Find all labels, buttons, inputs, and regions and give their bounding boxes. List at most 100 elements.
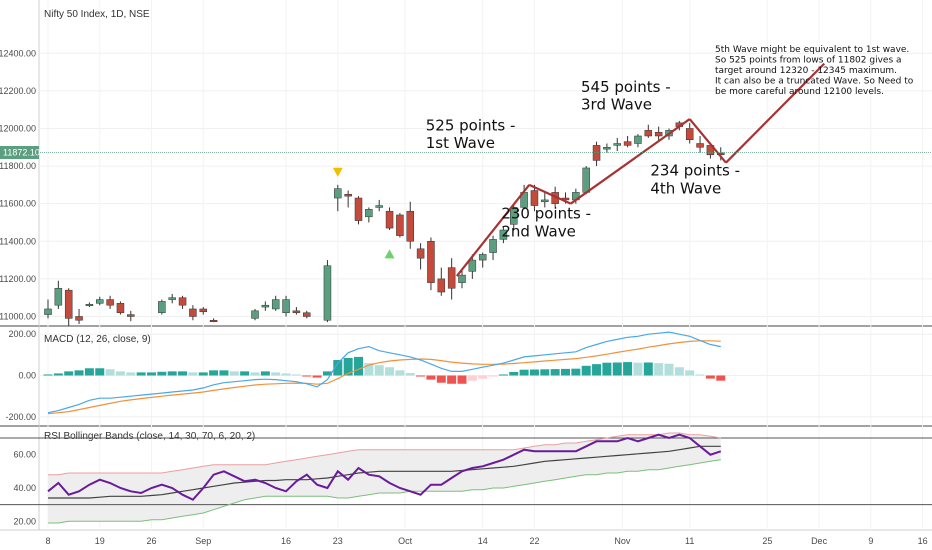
rsi-bollinger-plot [0,432,932,524]
note-line: It can also be a truncated Wave. So Need… [715,77,914,87]
candle-up [468,259,477,272]
note-line: 5th Wave might be equivalent to 1st wave… [715,45,909,55]
x-tick-label: 22 [529,536,539,546]
x-axis-labels: 8 19 26 Sep 16 23 Oct 14 22 Nov 11 25 Dec 9 16 [45,536,927,546]
macd-histogram-bar [436,375,446,383]
candle-down [209,319,218,322]
x-tick-label: 16 [281,536,291,546]
candle-down [127,314,135,317]
macd-histogram-bar [209,370,219,376]
macd-signal-line [47,340,721,415]
rsi-title: RSI Bollinger Bands (close, 14, 30, 70, … [44,431,255,442]
candle-up [85,304,94,307]
macd-histogram-bar [53,373,63,376]
x-tick-label: 26 [146,536,156,546]
analysis-note: 5th Wave might be equivalent to 1st wave… [715,45,914,97]
x-tick-label: Nov [614,536,631,546]
macd-line [47,331,721,414]
x-tick-label: 23 [333,536,343,546]
candle-up [251,310,259,319]
candle-down [354,197,363,221]
bollinger-band-fill [48,433,721,523]
macd-histogram-bar [260,371,270,376]
wave-line [528,183,572,205]
macd-histogram-bar [250,372,260,376]
candle-down [427,241,435,283]
macd-histogram-bar [64,371,74,376]
macd-histogram-bar [240,371,250,376]
candle-up [271,299,280,310]
macd-histogram-bar [498,374,508,376]
macd-histogram-bar [343,357,353,376]
wave-annotation: 4th Wave [650,179,721,197]
candle-up [603,147,611,150]
macd-histogram-bar [395,370,405,376]
macd-histogram-bar [529,369,539,376]
macd-histogram-bar [716,375,726,381]
candle-down [437,278,446,293]
macd-histogram-bar [84,368,94,376]
candle-up [375,205,383,208]
candle-up [261,304,270,308]
y-tick-label: 12200.00 [0,86,36,96]
macd-histogram-bar [623,362,633,376]
macd-histogram-bar [467,375,477,381]
wave-annotation: 545 points - [581,78,671,96]
candle-down [685,128,694,140]
macd-histogram-bar [674,367,684,376]
candle-up [634,135,642,144]
sell-signal-marker [332,167,343,177]
note-line: So 525 points from lows of 11802 gives a [715,56,902,66]
macd-histogram-bar [426,375,436,380]
candle-down [189,308,197,317]
x-tick-label: Dec [811,536,828,546]
macd-histogram-bar [281,373,291,376]
wave-line [688,118,727,164]
candle-down [447,267,456,289]
candle-up [96,299,104,304]
macd-histogram-bar [43,374,53,376]
y-tick-label: 40.00 [13,483,36,493]
buy-signal-marker [384,249,395,259]
macd-histogram-bar [571,368,581,376]
wave-line [725,62,826,164]
macd-histogram [43,356,726,384]
note-line: target around 12320 - 12345 maximum. [715,66,897,76]
macd-histogram-bar [509,371,519,376]
last-price-badge [0,146,39,160]
x-tick-label: 19 [95,536,105,546]
macd-histogram-bar [602,362,612,376]
macd-histogram-bar [685,370,695,376]
candle-down [654,131,663,137]
macd-histogram-bar [488,375,498,377]
macd-histogram-bar [385,367,395,376]
candle-down [396,214,404,236]
candle-up [334,188,342,199]
wave-annotation: 230 points - [501,205,591,223]
candle-up [510,207,518,225]
macd-histogram-bar [136,372,146,376]
macd-histogram-bar [198,372,208,376]
macd-histogram-bar [147,372,156,376]
x-tick-label: 8 [45,536,50,546]
macd-histogram-bar [126,372,136,376]
macd-histogram-bar [550,369,560,376]
note-line: be more careful around 12100 levels. [715,87,884,97]
candle-up [168,297,176,300]
last-price-marker: 11872.10 [0,146,932,160]
x-tick-label: 14 [478,536,488,546]
macd-histogram-bar [695,374,705,376]
candle-down [623,141,632,146]
candle-up [582,167,590,193]
candle-down [416,248,425,259]
candle-up [365,209,373,218]
macd-histogram-bar [302,375,312,377]
macd-lines [47,331,721,415]
y-tick-label: 200.00 [8,329,36,339]
macd-histogram-bar [157,371,167,376]
y-tick-label: 11400.00 [0,236,36,246]
candle-down [292,310,301,313]
macd-histogram-bar [447,375,457,384]
pane-frames [0,0,932,531]
